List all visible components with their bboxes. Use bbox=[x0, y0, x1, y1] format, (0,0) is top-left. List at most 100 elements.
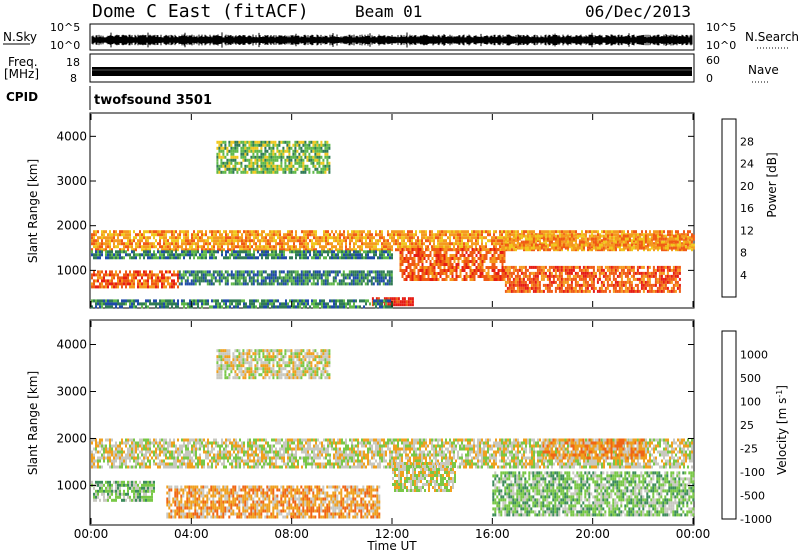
cell bbox=[586, 280, 589, 284]
cell bbox=[646, 277, 649, 281]
cell bbox=[115, 285, 117, 289]
cell bbox=[343, 302, 345, 306]
cell bbox=[355, 242, 357, 246]
cell bbox=[612, 289, 615, 293]
cell bbox=[263, 230, 265, 234]
cell bbox=[236, 140, 239, 144]
cell bbox=[306, 279, 309, 283]
cell bbox=[219, 248, 221, 252]
cell bbox=[580, 289, 583, 293]
cell bbox=[219, 233, 221, 237]
cell bbox=[506, 246, 509, 250]
cell bbox=[197, 256, 199, 260]
cell bbox=[173, 279, 175, 283]
cell bbox=[251, 253, 253, 257]
cell bbox=[239, 253, 241, 257]
cell bbox=[554, 240, 557, 244]
cell bbox=[187, 250, 189, 254]
cell bbox=[501, 233, 503, 237]
cell bbox=[364, 273, 367, 277]
cell bbox=[473, 269, 476, 272]
cell bbox=[487, 230, 489, 234]
cell bbox=[327, 242, 329, 246]
cell bbox=[97, 236, 99, 240]
cell bbox=[240, 149, 243, 153]
cell bbox=[615, 233, 617, 237]
cell bbox=[161, 270, 163, 274]
cell bbox=[294, 276, 297, 280]
cell bbox=[401, 233, 403, 237]
cell bbox=[447, 275, 450, 278]
cell bbox=[385, 239, 387, 243]
cell bbox=[137, 279, 139, 283]
cell bbox=[258, 170, 261, 174]
cell bbox=[528, 274, 531, 278]
cell bbox=[111, 273, 113, 277]
cell bbox=[435, 236, 437, 240]
cell bbox=[451, 266, 454, 269]
cell bbox=[141, 239, 143, 243]
cell bbox=[399, 242, 401, 246]
cell bbox=[264, 279, 267, 283]
cell bbox=[272, 155, 275, 159]
cell bbox=[594, 234, 597, 238]
cell bbox=[495, 266, 498, 269]
cell bbox=[409, 230, 411, 234]
cell bbox=[375, 242, 377, 246]
cell bbox=[569, 230, 571, 234]
cell bbox=[234, 279, 237, 283]
cell bbox=[652, 283, 655, 287]
cell bbox=[449, 236, 451, 240]
cell bbox=[413, 248, 416, 251]
cell bbox=[604, 274, 607, 278]
cell bbox=[662, 268, 665, 272]
cell bbox=[351, 230, 353, 234]
cell bbox=[616, 283, 619, 287]
cell bbox=[399, 260, 402, 263]
cell bbox=[234, 164, 237, 168]
cell bbox=[477, 266, 480, 269]
cell bbox=[193, 253, 195, 257]
cell bbox=[115, 270, 117, 274]
cell bbox=[423, 233, 425, 237]
cell bbox=[272, 270, 275, 274]
cell bbox=[528, 234, 531, 238]
cell bbox=[287, 233, 289, 237]
cell bbox=[278, 143, 281, 147]
cell bbox=[607, 236, 609, 240]
cell bbox=[621, 248, 623, 252]
cell bbox=[254, 155, 257, 159]
cell bbox=[576, 271, 579, 275]
cell bbox=[302, 143, 305, 147]
cell bbox=[457, 257, 460, 260]
cell bbox=[361, 233, 363, 237]
cell bbox=[395, 242, 397, 246]
cell bbox=[220, 143, 223, 147]
cell bbox=[640, 277, 643, 281]
cell bbox=[272, 164, 275, 168]
cell bbox=[217, 242, 219, 246]
cell bbox=[242, 152, 245, 156]
cell bbox=[294, 158, 297, 162]
cell bbox=[264, 146, 267, 150]
cell bbox=[666, 280, 669, 284]
cell bbox=[580, 240, 583, 244]
cell bbox=[686, 237, 689, 241]
cell bbox=[109, 279, 111, 283]
cell bbox=[590, 243, 593, 247]
cell bbox=[600, 280, 603, 284]
cell bbox=[216, 167, 219, 171]
cell bbox=[399, 245, 401, 249]
cell bbox=[175, 256, 177, 260]
cell bbox=[547, 248, 549, 252]
cell bbox=[538, 286, 541, 290]
cell bbox=[139, 233, 141, 237]
cell bbox=[453, 269, 456, 272]
cell bbox=[274, 143, 277, 147]
cell bbox=[445, 254, 448, 257]
cell bbox=[455, 248, 458, 251]
cell bbox=[662, 265, 665, 269]
cell bbox=[239, 248, 241, 252]
cell bbox=[514, 234, 517, 238]
cell bbox=[427, 248, 430, 251]
